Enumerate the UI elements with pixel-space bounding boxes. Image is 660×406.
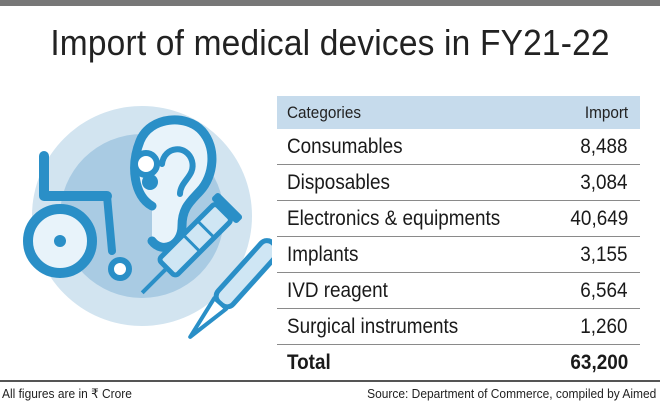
page-title: Import of medical devices in FY21-22: [50, 22, 610, 63]
category-cell: Implants: [277, 236, 550, 273]
syringe-icon: [140, 192, 243, 295]
scalpel-icon: [188, 238, 272, 339]
table-row: Disposables 3,084: [277, 164, 640, 201]
header-import: Import: [549, 96, 640, 129]
table-row: Consumables 8,488: [277, 129, 640, 165]
total-row: Total 63,200: [277, 345, 640, 381]
table-row: IVD reagent 6,564: [277, 272, 640, 309]
category-cell: Electronics & equipments: [277, 200, 550, 237]
source-note: Source: Department of Commerce, compiled…: [366, 386, 656, 401]
import-value-cell: 3,155: [549, 236, 640, 273]
import-value-cell: 6,564: [549, 272, 640, 309]
table-header-row: Categories Import: [277, 96, 640, 129]
total-value: 63,200: [570, 350, 628, 374]
import-value-cell: 1,260: [549, 308, 640, 345]
category-cell: IVD reagent: [277, 272, 550, 309]
top-rule: [0, 0, 660, 6]
import-value-cell: 3,084: [549, 164, 640, 201]
imports-table: Categories Import Consumables 8,488 Disp…: [277, 96, 640, 380]
category-cell: Surgical instruments: [277, 308, 550, 345]
wheelchair-icon: [23, 151, 132, 281]
total-label: Total: [287, 350, 331, 374]
import-value-cell: 8,488: [549, 129, 640, 165]
header-categories: Categories: [277, 96, 550, 129]
category-cell: Consumables: [277, 129, 550, 165]
hearing-aid-icon: [130, 115, 217, 252]
table-row: Electronics & equipments 40,649: [277, 200, 640, 237]
medical-devices-illustration: [23, 106, 272, 339]
category-cell: Disposables: [277, 164, 550, 201]
units-note: All figures are in ₹ Crore: [2, 386, 132, 401]
table-row: Surgical instruments 1,260: [277, 308, 640, 345]
footer-divider: [0, 380, 660, 382]
table-row: Implants 3,155: [277, 236, 640, 273]
import-value-cell: 40,649: [549, 200, 640, 237]
